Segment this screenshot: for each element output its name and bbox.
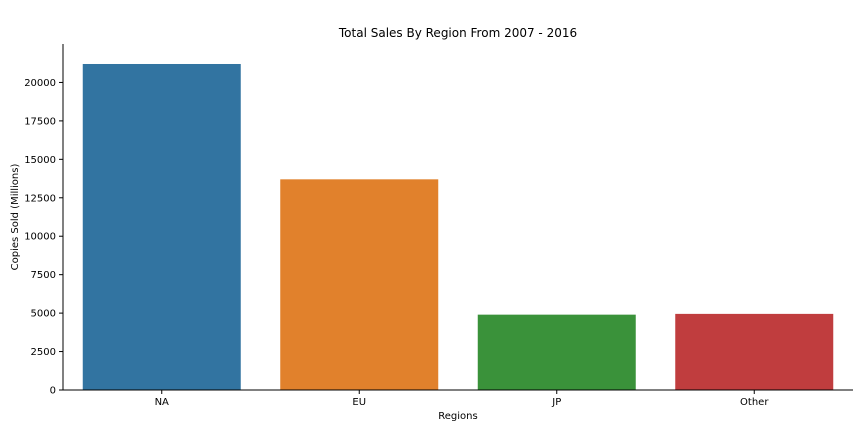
bar-other	[675, 313, 834, 390]
y-tick-label: 15000	[24, 155, 56, 166]
y-axis-label: Copies Sold (Millions)	[10, 164, 21, 271]
y-tick-label: 10000	[24, 232, 56, 243]
bar-jp	[477, 314, 636, 390]
bar-eu	[280, 179, 439, 390]
x-axis-label: Regions	[438, 411, 477, 422]
y-axis: 0 2500 5000 7500 10000 12500 15000 17500 20000	[24, 44, 64, 397]
y-tick-label: 17500	[24, 116, 56, 127]
x-tick-label: EU	[352, 397, 366, 408]
y-tick-label: 12500	[24, 193, 56, 204]
x-tick-label: JP	[551, 397, 561, 408]
x-tick-label: NA	[155, 397, 169, 408]
bar-na	[82, 63, 241, 390]
y-tick-label: 5000	[31, 309, 56, 320]
x-axis: NA EU JP Other	[63, 389, 853, 408]
y-tick-label: 7500	[31, 270, 56, 281]
x-tick-label: Other	[740, 397, 769, 408]
y-tick-label: 2500	[31, 347, 56, 358]
bars-group	[82, 63, 834, 390]
y-tick-label: 20000	[24, 78, 56, 89]
y-tick-label: 0	[50, 386, 56, 397]
chart-title: Total Sales By Region From 2007 - 2016	[338, 26, 577, 40]
